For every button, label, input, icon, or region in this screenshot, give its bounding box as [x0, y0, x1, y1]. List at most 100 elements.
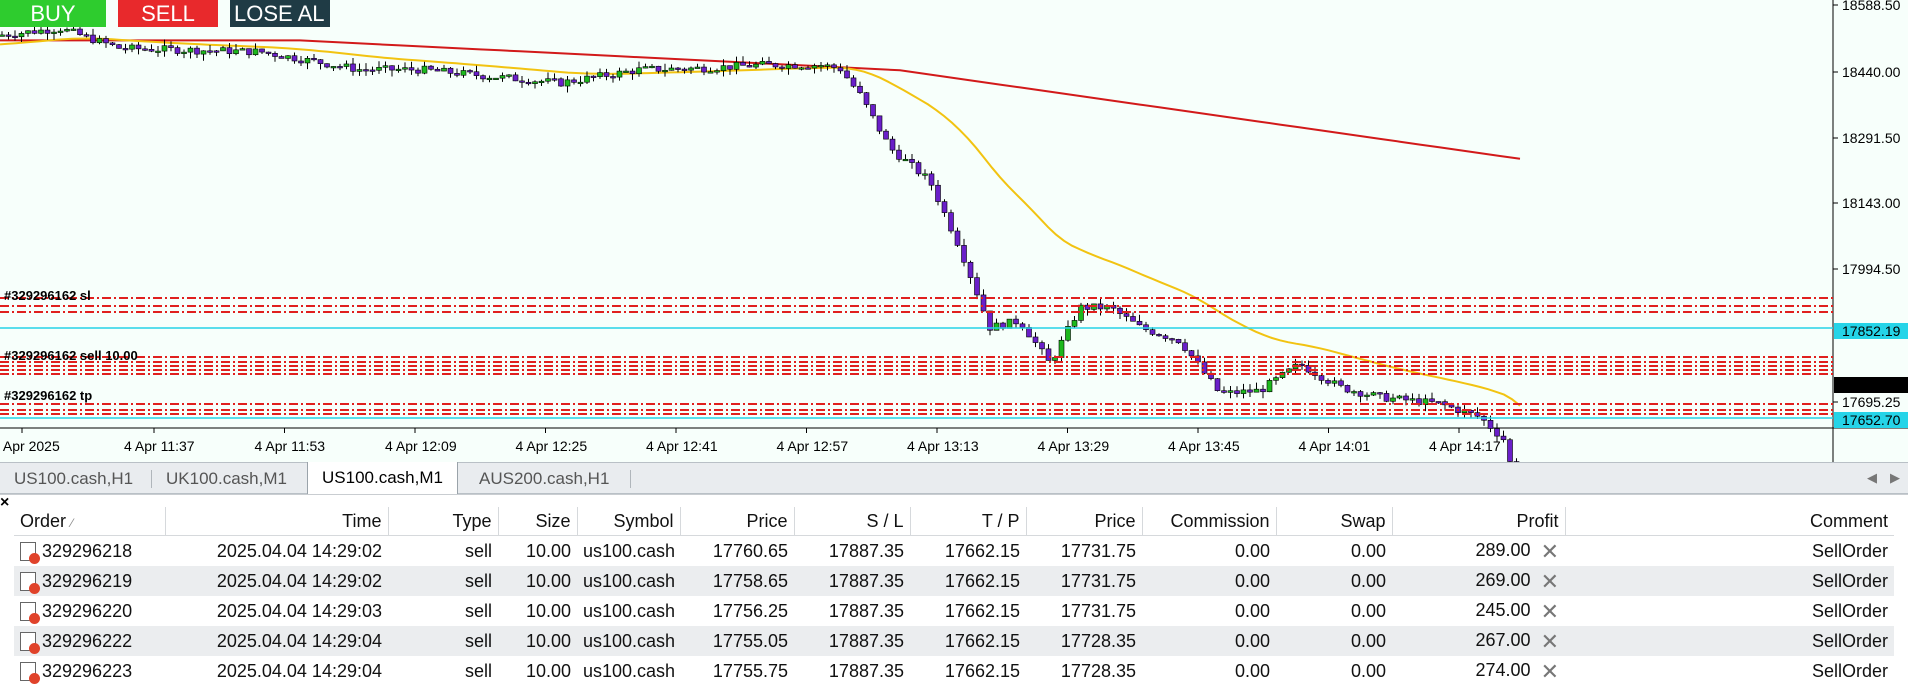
candle-body [468, 70, 473, 72]
candle-body [1248, 390, 1253, 392]
header-symbol[interactable]: Symbol [577, 507, 680, 536]
header-comment[interactable]: Comment [1565, 507, 1894, 536]
candle-body [578, 82, 583, 84]
header-current-price[interactable]: Price [1026, 507, 1142, 536]
tab-aus200-h1[interactable]: AUS200.cash,H1 [465, 463, 623, 494]
header-sl[interactable]: S / L [794, 507, 910, 536]
candle-body [1059, 340, 1064, 357]
header-order[interactable]: Order ⁄ [14, 507, 165, 536]
candle-body [325, 64, 330, 67]
close-order-icon[interactable]: ✕ [1541, 602, 1559, 622]
candle-body [409, 68, 414, 70]
cell-symbol: us100.cash [577, 626, 680, 656]
scroll-left-icon[interactable]: ◀ [1867, 463, 1877, 494]
tab-us100-h1[interactable]: US100.cash,H1 [0, 463, 147, 494]
header-swap[interactable]: Swap [1276, 507, 1392, 536]
header-size[interactable]: Size [498, 507, 577, 536]
cell-order: 329296218 [14, 536, 165, 567]
time-tick-label: 4 Apr 2025 [0, 438, 60, 454]
header-price[interactable]: Price [680, 507, 794, 536]
close-order-icon[interactable]: ✕ [1541, 542, 1559, 562]
cell-cur-price: 17731.75 [1026, 536, 1142, 567]
candle-body [260, 49, 265, 52]
time-tick-label: 4 Apr 12:41 [646, 438, 718, 454]
close-all-button[interactable]: LOSE AL [230, 0, 330, 27]
time-tick-label: 4 Apr 11:37 [124, 438, 195, 454]
candle-body [1508, 440, 1513, 462]
candle-body [1378, 393, 1383, 395]
candle-body [916, 163, 921, 174]
chart-canvas[interactable]: #329296162 sl#329296162 sell 10.00#32929… [0, 0, 1908, 462]
cell-time: 2025.04.04 14:29:02 [165, 536, 388, 567]
candle-body [416, 70, 421, 73]
candle-body [1007, 319, 1012, 328]
cell-swap: 0.00 [1276, 656, 1392, 686]
cell-sl: 17887.35 [794, 566, 910, 596]
candle-body [1241, 390, 1246, 394]
order-id: 329296222 [42, 631, 132, 651]
candle-body [877, 116, 882, 131]
candle-body [1014, 319, 1019, 324]
candle-body [1449, 405, 1454, 407]
candle-body [682, 69, 687, 71]
candle-body [1215, 379, 1220, 391]
candle-body [188, 48, 193, 52]
header-commission[interactable]: Commission [1142, 507, 1276, 536]
tab-us100-m1[interactable]: US100.cash,M1 [307, 462, 458, 495]
candle-body [123, 48, 128, 50]
ask-price-tag: 17852.19 [1842, 323, 1901, 339]
header-type[interactable]: Type [388, 507, 498, 536]
close-order-icon[interactable]: ✕ [1541, 632, 1559, 652]
candle-body [1345, 385, 1350, 392]
cell-tp: 17662.15 [910, 596, 1026, 626]
sell-button[interactable]: SELL [118, 0, 218, 27]
cell-size: 10.00 [498, 596, 577, 626]
tab-uk100-m1[interactable]: UK100.cash,M1 [152, 463, 301, 494]
close-icon[interactable]: × [0, 495, 14, 515]
candle-body [695, 67, 700, 69]
trade-terminal: × Order ⁄ Time Type Size Symbol Price S … [0, 494, 1908, 681]
candle-body [1228, 391, 1233, 393]
candle-body [994, 323, 999, 330]
header-profit[interactable]: Profit [1392, 507, 1565, 536]
cell-price: 17755.75 [680, 656, 794, 686]
close-order-icon[interactable]: ✕ [1541, 572, 1559, 592]
cell-type: sell [388, 626, 498, 656]
candle-body [32, 31, 37, 34]
price-chart[interactable]: #329296162 sl#329296162 sell 10.00#32929… [0, 0, 1908, 462]
header-tp[interactable]: T / P [910, 507, 1026, 536]
cell-profit: 289.00✕ [1392, 536, 1565, 567]
candle-body [1046, 349, 1051, 361]
chart-tabs-bar: US100.cash,H1 UK100.cash,M1 US100.cash,M… [0, 462, 1908, 494]
candle-body [552, 79, 557, 81]
ma-slow-line [0, 40, 1520, 158]
scroll-right-icon[interactable]: ▶ [1890, 463, 1900, 494]
candle-body [1404, 396, 1409, 400]
cell-cur-price: 17731.75 [1026, 596, 1142, 626]
candle-body [130, 45, 135, 49]
cell-sl: 17887.35 [794, 656, 910, 686]
candle-body [110, 43, 115, 45]
candle-body [396, 69, 401, 71]
candle-body [747, 65, 752, 67]
candle-body [838, 68, 843, 71]
candle-body [1027, 327, 1032, 337]
candle-body [474, 72, 479, 76]
buy-button[interactable]: BUY [0, 0, 106, 27]
candle-body [819, 65, 824, 67]
tab-separator [630, 470, 631, 488]
header-time[interactable]: Time [165, 507, 388, 536]
candle-body [19, 33, 24, 36]
candle-body [1397, 396, 1402, 398]
time-tick-label: 4 Apr 14:01 [1299, 438, 1371, 454]
candle-body [650, 66, 655, 68]
candle-body [1033, 337, 1038, 343]
close-order-icon[interactable]: ✕ [1541, 662, 1559, 682]
cell-commission: 0.00 [1142, 656, 1276, 686]
order-document-icon [20, 542, 36, 561]
